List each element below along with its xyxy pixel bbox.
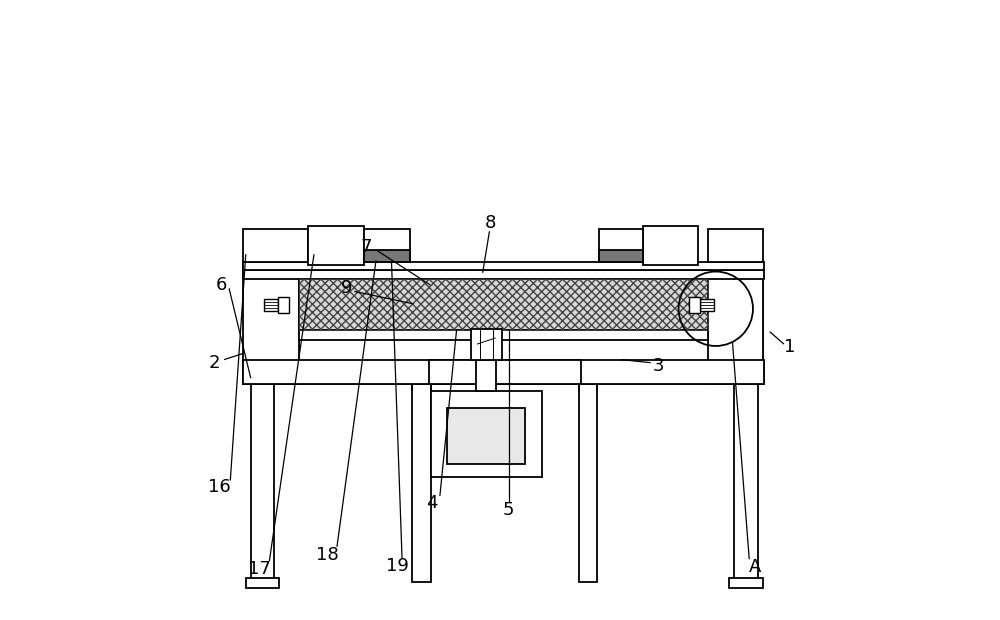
Bar (298, 279, 708, 330)
Bar (447, 408, 525, 464)
Bar (599, 229, 643, 262)
Bar (243, 262, 298, 384)
Bar (364, 229, 410, 262)
Bar (429, 360, 581, 384)
Bar (364, 250, 410, 262)
Bar (708, 229, 764, 262)
Text: 16: 16 (208, 477, 231, 496)
Text: 3: 3 (652, 356, 664, 375)
Bar (476, 360, 496, 391)
Text: 18: 18 (316, 546, 339, 564)
Text: 8: 8 (485, 214, 496, 232)
Bar (700, 299, 714, 311)
Text: A: A (749, 558, 762, 577)
Bar (708, 262, 764, 384)
Text: 9: 9 (340, 279, 352, 298)
Text: 5: 5 (502, 500, 514, 519)
Bar (579, 384, 597, 582)
Bar (471, 329, 502, 360)
Bar (431, 391, 542, 477)
Bar (729, 578, 763, 588)
Text: 17: 17 (248, 560, 271, 578)
Bar (243, 229, 308, 262)
Bar (243, 360, 764, 384)
Bar (243, 262, 298, 384)
Bar (643, 226, 698, 265)
Bar (308, 226, 364, 265)
Bar (708, 262, 764, 384)
Bar (298, 330, 708, 340)
Bar (689, 297, 700, 313)
Bar (278, 297, 289, 313)
Bar (243, 360, 764, 384)
Text: 19: 19 (386, 557, 409, 575)
Bar (298, 279, 708, 330)
Bar (264, 299, 278, 311)
Bar (243, 270, 764, 279)
Text: 7: 7 (361, 237, 372, 256)
Text: 6: 6 (215, 276, 227, 294)
Bar (599, 250, 643, 262)
Text: 1: 1 (784, 338, 796, 356)
Bar (251, 384, 274, 582)
Bar (734, 384, 758, 582)
Bar (412, 384, 431, 582)
Text: 2: 2 (209, 353, 221, 372)
Bar (246, 578, 279, 588)
Bar (243, 262, 764, 270)
Text: 4: 4 (426, 494, 438, 513)
